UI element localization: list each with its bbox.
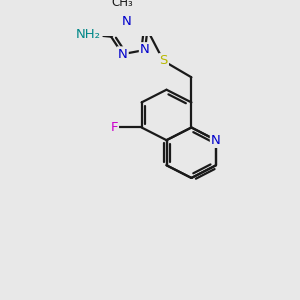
Text: S: S	[159, 54, 168, 68]
Text: N: N	[140, 44, 150, 56]
Text: N: N	[211, 134, 221, 147]
Text: N: N	[118, 48, 128, 61]
Text: NH₂: NH₂	[76, 28, 101, 41]
Text: N: N	[122, 15, 131, 28]
Text: F: F	[110, 121, 118, 134]
Text: CH₃: CH₃	[111, 0, 133, 9]
